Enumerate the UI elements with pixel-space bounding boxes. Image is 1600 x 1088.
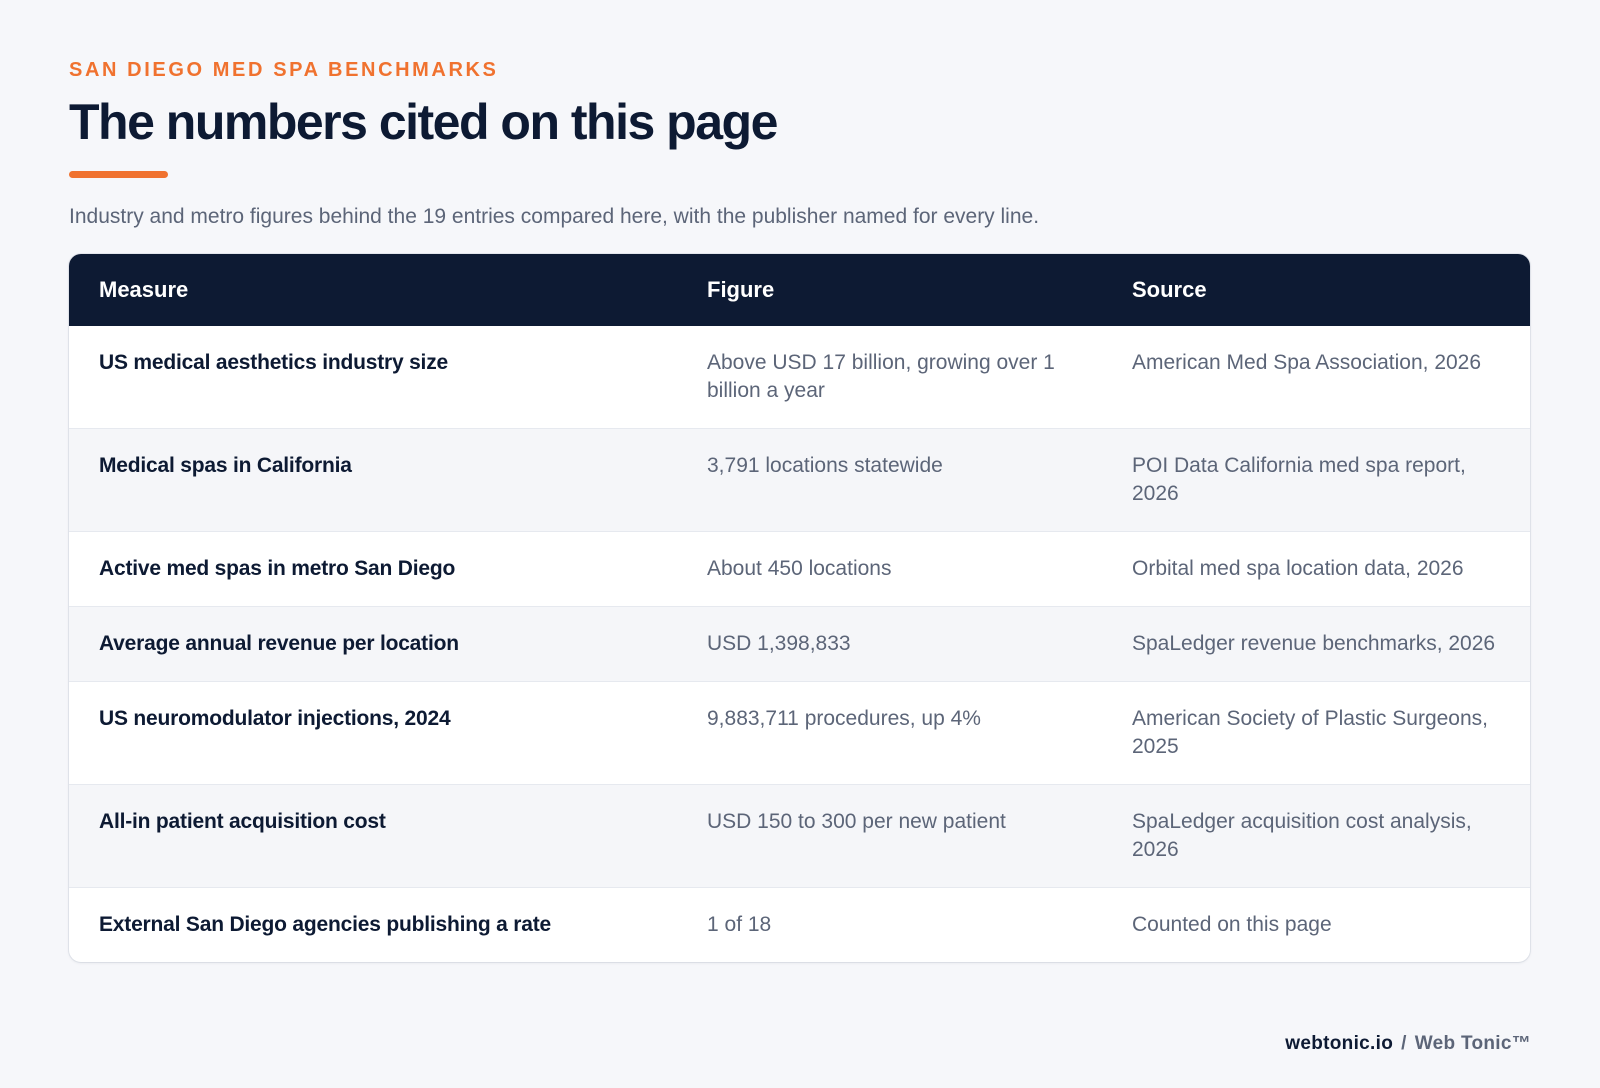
source-cell: American Med Spa Association, 2026 <box>1132 351 1482 374</box>
table-row: All-in patient acquisition cost USD 150 … <box>69 784 1530 888</box>
table-row: External San Diego agencies publishing a… <box>69 887 1530 962</box>
table-row: Medical spas in California 3,791 locatio… <box>69 428 1530 532</box>
benchmarks-table-card: Measure Figure Source US medical aesthet… <box>69 254 1530 962</box>
source-cell: POI Data California med spa report, 2026 <box>1102 428 1530 532</box>
source-cell: SpaLedger acquisition cost analysis, 202… <box>1102 784 1530 888</box>
benchmarks-table: Measure Figure Source US medical aesthet… <box>69 254 1530 962</box>
page-title: The numbers cited on this page <box>69 94 778 150</box>
table-row: US medical aesthetics industry size Abov… <box>69 326 1530 429</box>
page-content: SAN DIEGO MED SPA BENCHMARKS The numbers… <box>69 56 1530 962</box>
table-row: Average annual revenue per location USD … <box>69 606 1530 682</box>
footer-credit: webtonic.io / Web Tonic™ <box>1285 1030 1531 1058</box>
column-header-source: Source <box>1132 277 1207 302</box>
figure-cell: Above USD 17 billion, growing over 1 bil… <box>707 351 1055 402</box>
measure-cell: All-in patient acquisition cost <box>69 784 677 888</box>
figure-cell: USD 150 to 300 per new patient <box>677 784 1102 888</box>
footer-separator: / <box>1401 1033 1407 1054</box>
eyebrow-label: SAN DIEGO MED SPA BENCHMARKS <box>69 59 499 81</box>
measure-cell: Average annual revenue per location <box>69 606 677 682</box>
source-cell: American Society of Plastic Surgeons, 20… <box>1102 681 1530 785</box>
measure-cell: US neuromodulator injections, 2024 <box>69 681 677 785</box>
figure-cell: About 450 locations <box>677 531 1102 607</box>
figure-cell: 1 of 18 <box>677 887 1102 962</box>
measure-cell: US medical aesthetics industry size <box>99 351 448 374</box>
title-accent-bar <box>69 171 168 178</box>
figure-cell: 9,883,711 procedures, up 4% <box>677 681 1102 785</box>
footer-domain: webtonic.io <box>1285 1033 1394 1054</box>
table-header-row: Measure Figure Source <box>69 254 1530 326</box>
measure-cell: External San Diego agencies publishing a… <box>69 887 677 962</box>
figure-cell: 3,791 locations statewide <box>677 428 1102 532</box>
figure-cell: USD 1,398,833 <box>677 606 1102 682</box>
table-row: US neuromodulator injections, 2024 9,883… <box>69 681 1530 785</box>
table-row: Active med spas in metro San Diego About… <box>69 531 1530 607</box>
measure-cell: Medical spas in California <box>69 428 677 532</box>
source-cell: SpaLedger revenue benchmarks, 2026 <box>1102 606 1530 682</box>
column-header-figure: Figure <box>707 277 775 302</box>
measure-cell: Active med spas in metro San Diego <box>69 531 677 607</box>
column-header-measure: Measure <box>99 277 189 302</box>
source-cell: Orbital med spa location data, 2026 <box>1102 531 1530 607</box>
page-subtitle: Industry and metro figures behind the 19… <box>69 205 1040 228</box>
footer-brand: Web Tonic™ <box>1414 1033 1531 1054</box>
source-cell: Counted on this page <box>1102 887 1530 962</box>
